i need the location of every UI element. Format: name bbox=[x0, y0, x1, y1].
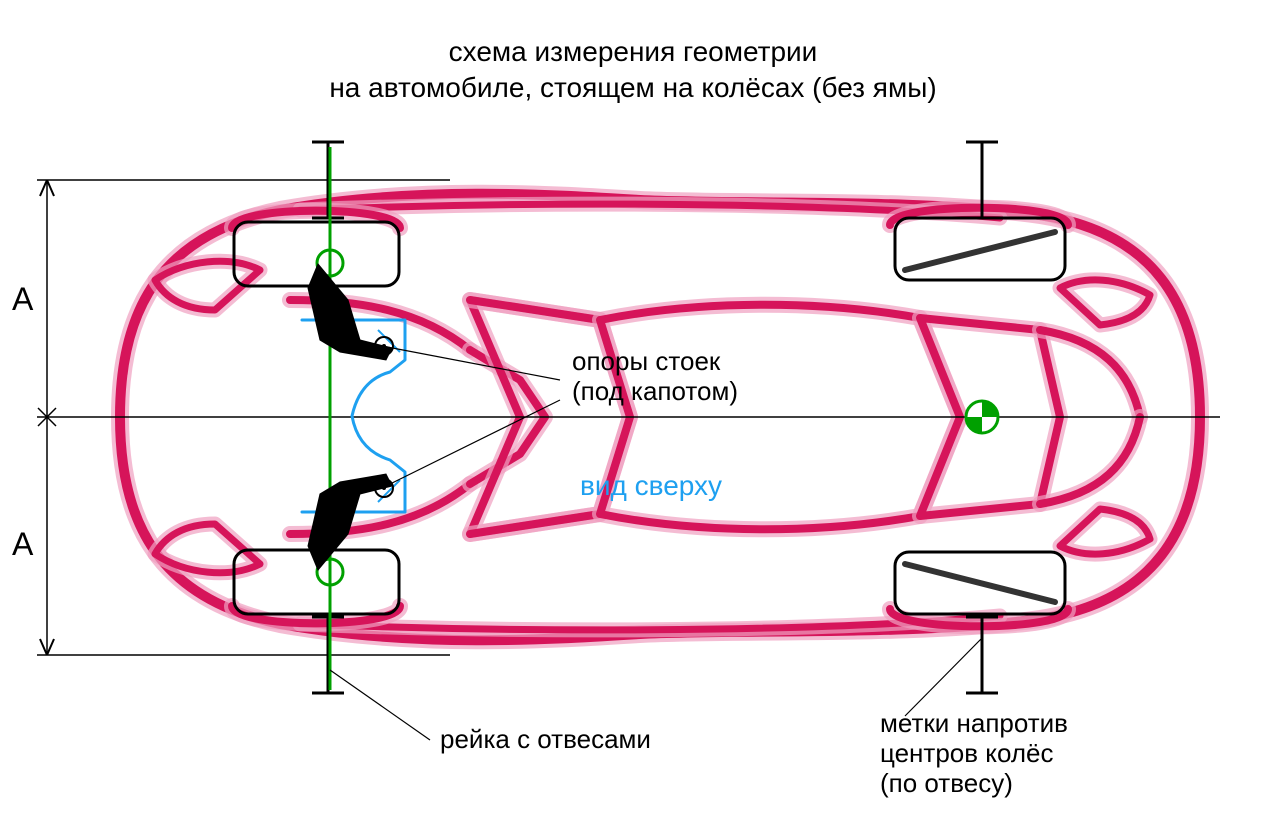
svg-text:вид сверху: вид сверху bbox=[580, 470, 722, 501]
svg-text:метки напротив: метки напротив bbox=[880, 708, 1068, 738]
svg-text:А: А bbox=[12, 281, 34, 317]
diagram-svg: А Аопоры стоек(под капотом) вид сверху рейк… bbox=[0, 0, 1266, 829]
svg-text:опоры стоек: опоры стоек bbox=[572, 346, 721, 376]
svg-text:рейка с отвесами: рейка с отвесами bbox=[440, 724, 651, 754]
svg-text:центров колёс: центров колёс bbox=[880, 738, 1053, 768]
diagram-stage: схема измерения геометрии на автомобиле,… bbox=[0, 0, 1266, 829]
svg-text:(под капотом): (под капотом) bbox=[572, 376, 738, 406]
svg-text:(по отвесу): (по отвесу) bbox=[880, 768, 1013, 798]
svg-text:А: А bbox=[12, 526, 34, 562]
